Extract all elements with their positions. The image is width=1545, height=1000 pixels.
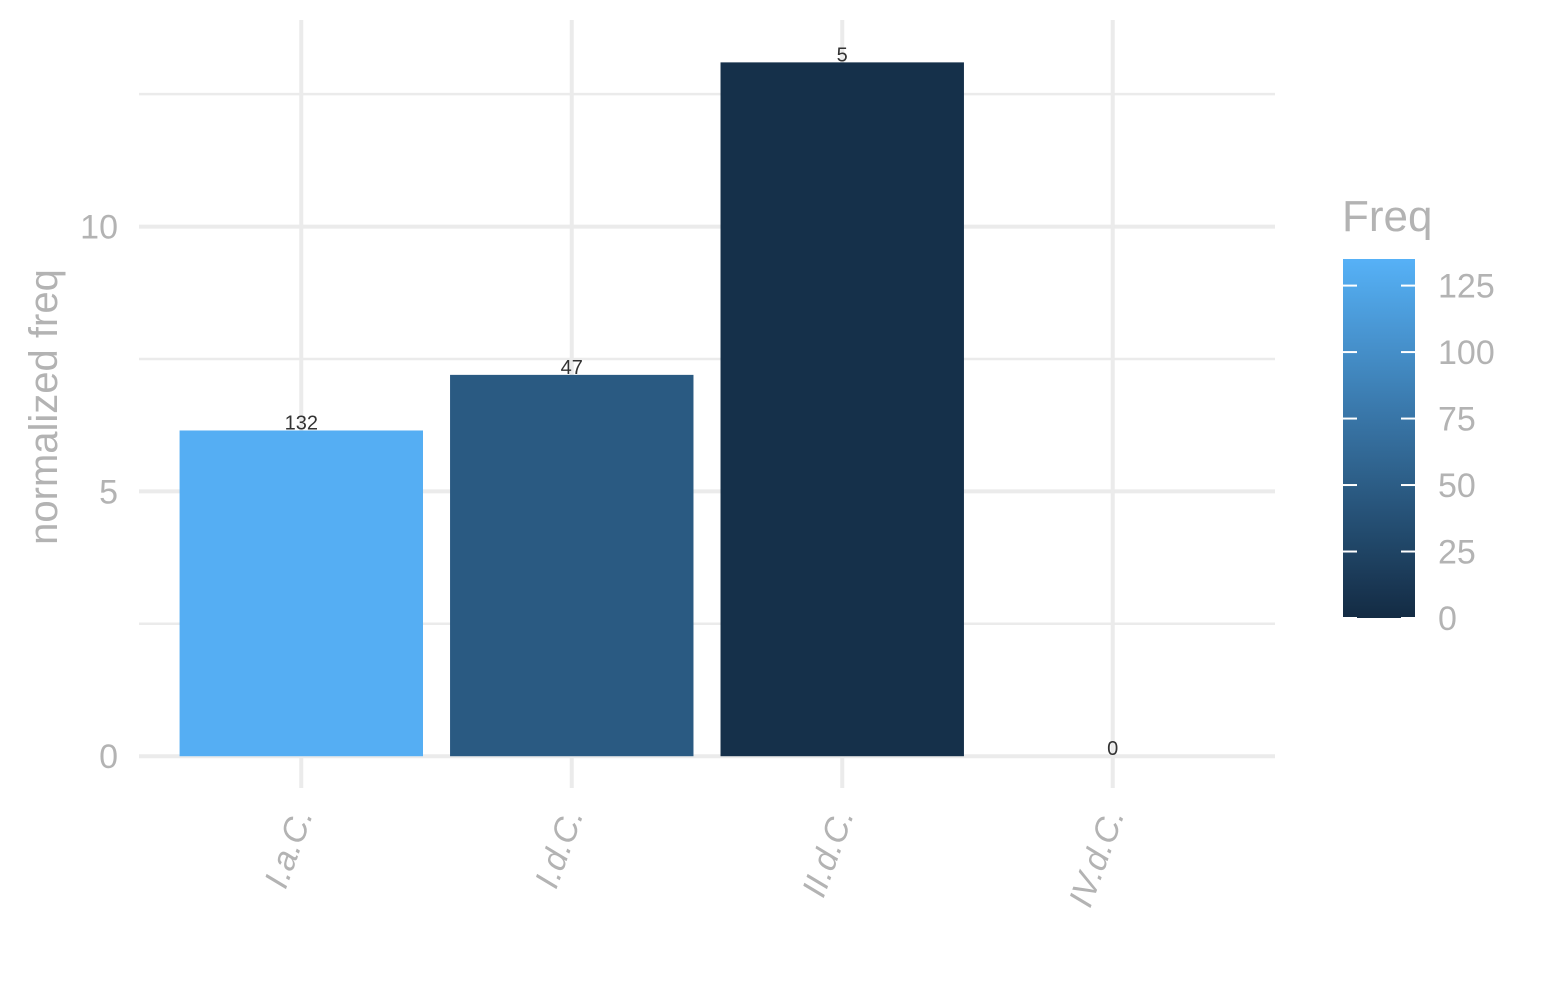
legend-tick-label: 100 — [1438, 334, 1495, 372]
bar — [450, 374, 694, 757]
legend-ticks: 0 25 50 75 100 125 — [1343, 268, 1495, 638]
y-tick-label: 10 — [80, 209, 118, 247]
x-axis-ticks: I.a.C. I.d.C. II.d.C. IV.d.C. — [257, 804, 1132, 912]
legend-tick-label: 0 — [1438, 600, 1457, 638]
bar-value-label: 0 — [1107, 738, 1118, 760]
bar — [179, 430, 423, 757]
legend-tick-label: 125 — [1438, 268, 1495, 306]
legend-tick-label: 50 — [1438, 467, 1476, 505]
y-axis-title: normalized freq — [22, 269, 66, 545]
bar-value-label: 132 — [285, 412, 318, 434]
legend-tick-label: 25 — [1438, 534, 1476, 572]
bar-labels: 132 47 5 0 — [285, 44, 1119, 760]
bar-value-label: 5 — [837, 44, 848, 66]
legend-title: Freq — [1342, 192, 1432, 241]
y-axis-ticks: 0 5 10 — [80, 209, 118, 777]
y-tick-label: 0 — [99, 738, 118, 776]
legend-colorbar — [1343, 259, 1415, 618]
x-tick-label: I.d.C. — [528, 804, 591, 893]
x-tick-label: IV.d.C. — [1062, 804, 1132, 912]
color-legend: Freq 0 25 50 75 100 125 — [1342, 192, 1495, 638]
y-tick-label: 5 — [99, 473, 118, 511]
bar-value-label: 47 — [561, 357, 583, 379]
legend-tick-label: 75 — [1438, 401, 1476, 439]
x-tick-label: II.d.C. — [795, 804, 862, 902]
bar — [720, 62, 964, 757]
x-tick-label: I.a.C. — [257, 804, 320, 893]
bars — [179, 62, 964, 757]
